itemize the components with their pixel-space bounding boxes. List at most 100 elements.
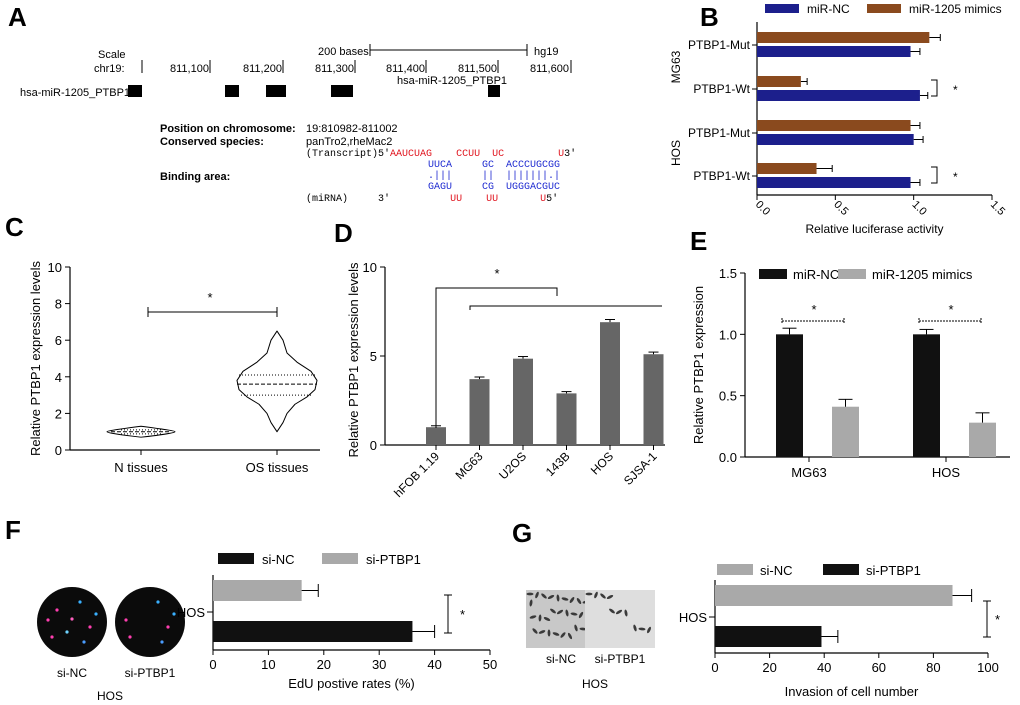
x-tick-label: 1.0 bbox=[910, 199, 929, 218]
cell-mark bbox=[578, 611, 584, 619]
cell-mark bbox=[600, 593, 606, 599]
x-tick-label: 60 bbox=[872, 660, 886, 675]
category-label: HOS bbox=[177, 605, 206, 620]
legend-swatch bbox=[218, 553, 254, 564]
species-label: Conserved species: bbox=[160, 136, 264, 148]
y-tick-label: 0 bbox=[55, 443, 62, 458]
x-tick-label: 0 bbox=[711, 660, 718, 675]
cell-dot bbox=[65, 630, 69, 634]
caption: HOS bbox=[97, 689, 123, 703]
cell-mark bbox=[538, 630, 546, 634]
pos-label: 811,400 bbox=[386, 63, 425, 75]
category-label: PTBP1-Mut bbox=[688, 126, 751, 140]
cell-mark bbox=[594, 591, 598, 599]
y-tick-label: 6 bbox=[55, 333, 62, 348]
cell-dot bbox=[88, 625, 92, 629]
cell-mark bbox=[576, 597, 582, 605]
mirna-suffix: 5' bbox=[546, 194, 559, 205]
significance-bracket bbox=[147, 307, 278, 317]
significance-bracket bbox=[983, 600, 991, 638]
cell-dot bbox=[50, 635, 54, 639]
bar bbox=[556, 393, 577, 445]
legend-label: si-PTBP1 bbox=[366, 552, 421, 567]
image-label: si-NC bbox=[57, 666, 87, 680]
x-tick-label: OS tissues bbox=[246, 460, 309, 475]
mirna-red1: UU bbox=[450, 194, 463, 205]
mirna-red3: U bbox=[540, 194, 547, 205]
track-block bbox=[266, 85, 286, 97]
scale-label: Scale bbox=[98, 49, 126, 61]
pos-label: 811,100 bbox=[170, 63, 209, 75]
legend-label: miR-NC bbox=[807, 2, 850, 16]
position-label: Position on chromosome: bbox=[160, 123, 296, 135]
y-tick-label: 10 bbox=[363, 260, 377, 275]
legend-swatch bbox=[823, 564, 859, 575]
cell-mark bbox=[565, 609, 569, 617]
significance-star: * bbox=[948, 302, 953, 317]
y-tick-label: 0.0 bbox=[719, 450, 737, 465]
bar bbox=[426, 427, 446, 445]
track-name: hsa-miR-1205_PTBP1 bbox=[20, 87, 130, 99]
caption: HOS bbox=[582, 677, 608, 691]
x-tick-label: 50 bbox=[483, 657, 497, 672]
legend-swatch bbox=[322, 553, 358, 564]
cell-mark bbox=[633, 624, 637, 632]
category-label: PTBP1-Mut bbox=[688, 38, 751, 52]
image-label: si-NC bbox=[546, 652, 576, 666]
transcript-red2: CCUU bbox=[456, 149, 481, 160]
x-tick-label: 40 bbox=[817, 660, 831, 675]
cell-mark bbox=[541, 593, 547, 599]
x-tick-label: 0.0 bbox=[753, 199, 772, 218]
legend-swatch bbox=[765, 4, 799, 13]
cell-mark bbox=[606, 594, 614, 600]
legend-label: si-NC bbox=[760, 563, 793, 578]
significance-bracket bbox=[781, 318, 845, 324]
pair-top: UUCA GC ACCCUGCGG bbox=[428, 160, 561, 171]
legend-swatch bbox=[759, 269, 787, 279]
cell-mark bbox=[532, 628, 538, 634]
pair-bot: GAGU CG UGGGACGUC bbox=[428, 182, 561, 193]
significance-star: * bbox=[494, 266, 499, 281]
edu-image bbox=[115, 587, 185, 657]
y-tick-label: 0 bbox=[370, 438, 377, 453]
cell-mark bbox=[647, 626, 651, 634]
position-value: 19:810982-811002 bbox=[306, 123, 398, 135]
x-tick-label: HOS bbox=[588, 449, 616, 477]
cell-dot bbox=[124, 618, 128, 622]
invasion-image bbox=[526, 590, 596, 648]
violin bbox=[106, 425, 176, 438]
x-tick-label: 0.5 bbox=[831, 199, 850, 218]
pos-label: 811,300 bbox=[315, 63, 354, 75]
binding-label: Binding area: bbox=[160, 171, 231, 183]
y-tick-label: 1.5 bbox=[719, 266, 737, 281]
bar bbox=[213, 580, 302, 601]
mirna-label: (miRNA) bbox=[306, 194, 349, 205]
x-tick-label: 0 bbox=[209, 657, 216, 672]
x-tick-label: 30 bbox=[372, 657, 386, 672]
panel-a: Scale chr19: 200 bases hg19 811,100 811,… bbox=[0, 0, 690, 210]
cell-mark bbox=[609, 608, 615, 614]
cell-dot bbox=[172, 612, 176, 616]
chart-b: miR-NC miR-1205 mimics 0.0 0.5 1.0 1.5 Relativ… bbox=[669, 2, 1007, 236]
panel-letter-c: C bbox=[5, 212, 24, 242]
edu-image bbox=[37, 587, 107, 657]
y-tick-label: 0.5 bbox=[719, 389, 737, 404]
cell-dot bbox=[55, 608, 59, 612]
bar bbox=[757, 46, 911, 57]
cell-mark bbox=[615, 609, 623, 615]
cell-mark bbox=[569, 597, 575, 603]
legend-label: miR-NC bbox=[793, 267, 839, 282]
cell-mark bbox=[579, 627, 587, 631]
panel-letter-e: E bbox=[690, 226, 708, 256]
significance-bracket bbox=[469, 305, 662, 310]
pos-label: 811,500 bbox=[458, 63, 497, 75]
cell-mark bbox=[529, 599, 533, 607]
cell-mark bbox=[624, 609, 628, 617]
cell-dot bbox=[156, 600, 160, 604]
cell-dot bbox=[94, 612, 98, 616]
chart-c: 0 2 4 6 8 10 Relative PTBP1 expression levels N… bbox=[28, 260, 320, 475]
pos-label: 811,200 bbox=[243, 63, 282, 75]
bar bbox=[757, 134, 914, 145]
